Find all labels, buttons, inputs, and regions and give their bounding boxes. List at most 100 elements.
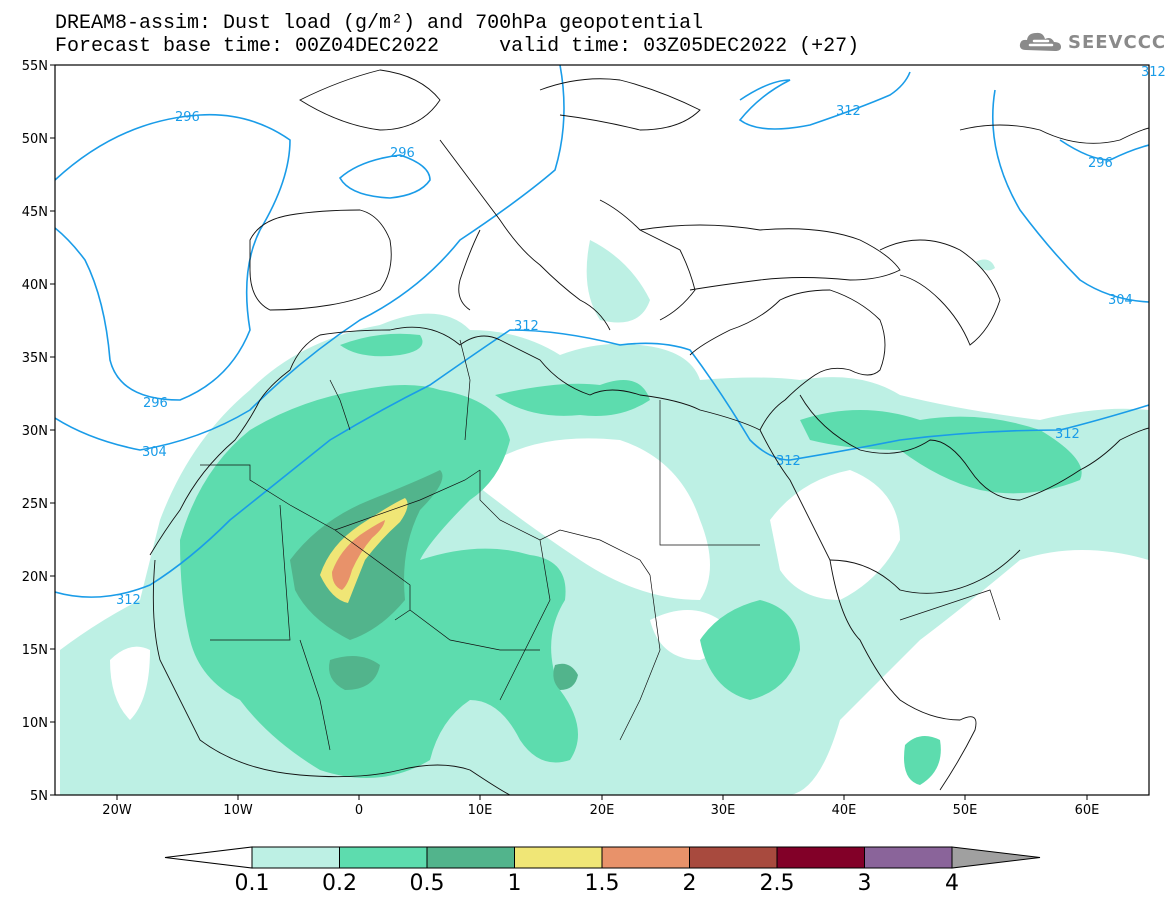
colorbar-label: 3 [858, 871, 872, 896]
dust-area-medium [700, 600, 800, 700]
dust-area-orange [332, 520, 385, 590]
colorbar-box [514, 846, 603, 869]
lon-tick-label: 10E [468, 803, 493, 818]
dust-field [55, 65, 1149, 795]
valid-time: valid time: 03Z05DEC2022 (+27) [499, 35, 860, 58]
coastline [799, 394, 1149, 501]
dust-area-medium [904, 736, 941, 785]
contour-line [992, 89, 1149, 303]
lat-tick-label: 5N [30, 789, 48, 804]
dust-area-medium [340, 333, 423, 357]
coastline [299, 69, 441, 131]
cloud-icon [1019, 32, 1061, 51]
coastline [439, 139, 611, 331]
contour-line [55, 113, 291, 401]
lon-tick-label: 20W [102, 803, 132, 818]
coastline [639, 224, 901, 291]
lat-tick-label: 40N [22, 278, 48, 293]
coastline [152, 559, 511, 795]
contour-line [338, 154, 431, 199]
country-border [479, 470, 651, 576]
contour-label: 296 [1088, 156, 1113, 171]
lat-axis: 55N 50N 45N 40N 35N 30N 25N 20N 15N 10N … [22, 59, 55, 804]
coastline [249, 209, 392, 311]
country-border [299, 639, 331, 751]
country-border [899, 589, 1001, 621]
country-border [619, 574, 661, 741]
contour-label: 296 [390, 146, 415, 161]
lon-tick-label: 10W [223, 803, 253, 818]
lat-tick-label: 30N [22, 424, 48, 439]
lon-tick-label: 20E [590, 803, 615, 818]
coastline [689, 289, 886, 431]
forecast-base-time: Forecast base time: 00Z04DEC2022 [55, 35, 440, 58]
contour-line [1059, 139, 1149, 161]
contour-line [738, 71, 911, 130]
colorbar-labels: 0.1 0.2 0.5 1 1.5 2 2.5 3 4 [235, 871, 960, 896]
colorbar-label: 0.1 [235, 871, 270, 896]
contour-label: 304 [1108, 293, 1133, 308]
country-border [659, 400, 760, 546]
coastline [959, 124, 1149, 144]
contour-label: 312 [514, 319, 539, 334]
dust-area-dark [329, 656, 380, 690]
lat-tick-label: 20N [22, 570, 48, 585]
country-border [409, 609, 540, 651]
colorbar-box [864, 846, 953, 869]
lat-tick-label: 15N [22, 643, 48, 658]
coastline [599, 199, 696, 321]
country-border [334, 469, 481, 531]
dust-area-dark [553, 663, 578, 690]
contour-line [55, 65, 565, 451]
colorbar: 0.1 0.2 0.5 1 1.5 2 2.5 3 4 [164, 846, 1041, 896]
dust-map: 296 296 296 296 304 304 312 312 312 312 … [22, 59, 1165, 818]
dust-gap [110, 646, 150, 720]
map-title: DREAM8-assim: Dust load (g/m²) and 700hP… [55, 12, 859, 58]
lon-tick-label: 60E [1075, 803, 1100, 818]
contour-label: 304 [142, 445, 167, 460]
colorbar-box [426, 846, 515, 869]
colorbar-box [251, 846, 340, 869]
dust-gap [470, 438, 710, 600]
dust-area-light [586, 240, 650, 323]
coastline [539, 78, 701, 131]
dust-area-medium [495, 380, 650, 416]
lon-tick-label: 40E [832, 803, 857, 818]
country-border [499, 539, 551, 701]
colorbar-box [689, 846, 778, 869]
coastline [879, 239, 1001, 346]
colorbar-label: 1.5 [585, 871, 620, 896]
seevccc-logo: SEEVCCC [1018, 30, 1165, 54]
contour-label: 312 [1055, 427, 1080, 442]
colorbar-label: 4 [945, 871, 959, 896]
contour-label: 312 [1141, 65, 1165, 80]
contour-label: 296 [143, 396, 168, 411]
colorbar-boxes [164, 846, 1041, 869]
lat-tick-label: 25N [22, 497, 48, 512]
contour-label: 296 [175, 110, 200, 125]
geopotential-contours [55, 65, 1149, 598]
colorbar-label: 0.2 [322, 871, 357, 896]
country-borders [200, 339, 1001, 751]
colorbar-box [776, 846, 865, 869]
lat-tick-label: 35N [22, 351, 48, 366]
lat-tick-label: 10N [22, 716, 48, 731]
contour-label: 312 [836, 104, 861, 119]
colorbar-box [601, 846, 690, 869]
logo-text: SEEVCCC [1068, 31, 1165, 53]
contour-labels: 296 296 296 296 304 304 312 312 312 312 … [116, 65, 1165, 608]
colorbar-box [339, 846, 428, 869]
contour-line [55, 329, 1149, 598]
lat-tick-label: 55N [22, 59, 48, 74]
country-border [459, 339, 471, 441]
lon-tick-label: 50E [953, 803, 978, 818]
colorbar-label: 1 [508, 871, 522, 896]
coastline [458, 229, 481, 311]
contour-label: 312 [776, 454, 801, 469]
colorbar-label: 2 [683, 871, 697, 896]
lon-axis: 20W 10W 0 10E 20E 30E 40E 50E 60E [102, 795, 1099, 818]
country-border [200, 464, 411, 621]
colorbar-right-triangle [951, 846, 1041, 869]
dust-gap [60, 470, 140, 600]
lat-tick-label: 50N [22, 132, 48, 147]
